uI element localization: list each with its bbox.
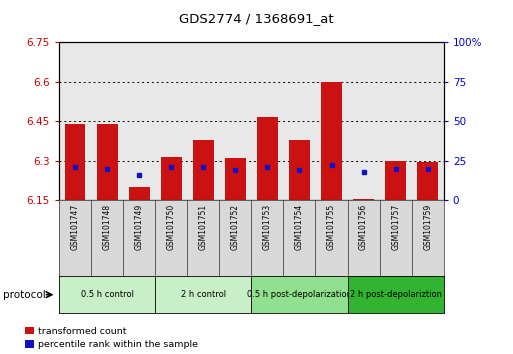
Bar [96, 124, 117, 200]
Text: GSM101756: GSM101756 [359, 204, 368, 250]
Bar [129, 187, 150, 200]
Text: GSM101752: GSM101752 [231, 204, 240, 250]
Text: 0.5 h control: 0.5 h control [81, 290, 133, 299]
Text: GSM101747: GSM101747 [70, 204, 80, 250]
Text: GDS2774 / 1368691_at: GDS2774 / 1368691_at [179, 12, 334, 25]
Text: GSM101754: GSM101754 [295, 204, 304, 250]
Bar [193, 139, 214, 200]
Text: 2 h post-depolariztion: 2 h post-depolariztion [350, 290, 442, 299]
Text: GSM101755: GSM101755 [327, 204, 336, 250]
Text: GSM101750: GSM101750 [167, 204, 176, 250]
Text: GSM101751: GSM101751 [199, 204, 208, 250]
Bar [353, 199, 374, 200]
Text: GSM101753: GSM101753 [263, 204, 272, 250]
Bar [225, 158, 246, 200]
Text: 0.5 h post-depolarization: 0.5 h post-depolarization [247, 290, 352, 299]
Bar [385, 161, 406, 200]
Text: protocol: protocol [3, 290, 45, 300]
Bar [321, 82, 342, 200]
Bar [65, 124, 86, 200]
Text: GSM101759: GSM101759 [423, 204, 432, 250]
Text: GSM101757: GSM101757 [391, 204, 400, 250]
Legend: transformed count, percentile rank within the sample: transformed count, percentile rank withi… [25, 326, 198, 349]
Bar [289, 139, 310, 200]
Bar [417, 162, 438, 200]
Bar [161, 157, 182, 200]
Bar [257, 117, 278, 200]
Text: 2 h control: 2 h control [181, 290, 226, 299]
Text: GSM101748: GSM101748 [103, 204, 112, 250]
Text: GSM101749: GSM101749 [134, 204, 144, 250]
